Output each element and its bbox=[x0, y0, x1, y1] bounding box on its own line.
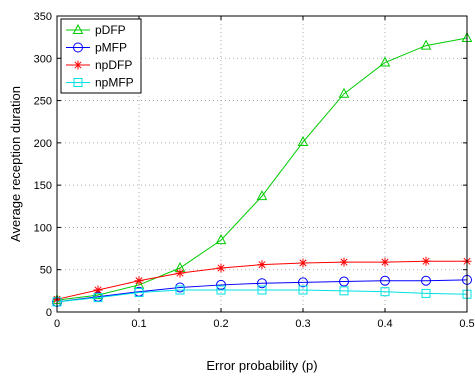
data-point-npdfp bbox=[175, 268, 185, 278]
data-point-npmfp bbox=[134, 288, 144, 298]
series-npmfp bbox=[52, 285, 472, 307]
legend-marker-pdfp bbox=[72, 23, 84, 34]
legend-marker-npmfp bbox=[73, 78, 83, 87]
data-point-pmfp bbox=[339, 276, 349, 287]
data-point-npdfp bbox=[421, 256, 431, 266]
data-point-pmfp bbox=[380, 275, 390, 286]
data-point-pdfp bbox=[420, 39, 432, 50]
series-line-pmfp bbox=[56, 279, 468, 303]
data-point-npdfp bbox=[339, 257, 349, 267]
data-point-npmfp bbox=[421, 288, 431, 298]
data-point-pmfp bbox=[298, 277, 308, 288]
series-line-pdfp bbox=[56, 37, 468, 301]
x-axis-title: Error probability (p) bbox=[206, 358, 317, 373]
data-point-npdfp bbox=[216, 263, 226, 273]
y-tick-label: 350 bbox=[34, 11, 52, 23]
legend: pDFP pMFP npDFP npMFP bbox=[60, 18, 142, 94]
data-point-npmfp bbox=[257, 285, 267, 295]
x-tick-label: 0.1 bbox=[131, 318, 146, 330]
x-tick-label: 0.3 bbox=[295, 318, 310, 330]
legend-item-npmfp: npMFP bbox=[66, 76, 134, 90]
legend-label-pdfp: pDFP bbox=[95, 23, 126, 37]
y-axis-title: Average reception duration bbox=[8, 86, 23, 242]
axis-ticks: 0 0.1 0.2 0.3 0.4 0.5 0 50 100 150 200 250 300 350 bbox=[34, 11, 475, 330]
plot-frame bbox=[56, 15, 468, 313]
data-point-npmfp bbox=[380, 287, 390, 297]
legend-item-pdfp: pDFP bbox=[66, 23, 126, 37]
legend-marker-npdfp bbox=[73, 60, 83, 70]
data-point-npdfp bbox=[257, 260, 267, 270]
legend-label-npdfp: npDFP bbox=[95, 58, 132, 72]
y-tick-label: 100 bbox=[34, 222, 52, 234]
data-point-pmfp bbox=[421, 275, 431, 286]
data-point-npdfp bbox=[298, 258, 308, 268]
legend-item-pmfp: pMFP bbox=[66, 41, 127, 55]
legend-label-pmfp: pMFP bbox=[95, 41, 127, 55]
y-tick-label: 50 bbox=[40, 265, 52, 277]
x-tick-label: 0.2 bbox=[213, 318, 228, 330]
series-line-npmfp bbox=[56, 289, 468, 303]
y-tick-label: 150 bbox=[34, 180, 52, 192]
y-tick-label: 200 bbox=[34, 138, 52, 150]
data-point-pdfp bbox=[338, 87, 350, 98]
y-tick-label: 300 bbox=[34, 53, 52, 65]
x-tick-label: 0 bbox=[54, 318, 60, 330]
data-point-pdfp bbox=[215, 234, 227, 245]
data-point-npmfp bbox=[216, 285, 226, 295]
y-tick-label: 0 bbox=[46, 307, 52, 319]
data-point-pdfp bbox=[297, 135, 309, 147]
legend-label-npmfp: npMFP bbox=[95, 76, 134, 90]
series-layer bbox=[51, 31, 473, 307]
data-point-npdfp bbox=[380, 257, 390, 267]
data-point-pmfp bbox=[216, 279, 226, 290]
x-tick-label: 0.5 bbox=[459, 318, 474, 330]
data-point-pdfp bbox=[379, 56, 391, 67]
x-tick-label: 0.4 bbox=[377, 318, 392, 330]
data-point-npmfp bbox=[339, 286, 349, 296]
data-point-pdfp bbox=[256, 190, 268, 201]
y-tick-label: 250 bbox=[34, 96, 52, 108]
legend-item-npdfp: npDFP bbox=[66, 58, 132, 72]
data-point-npdfp bbox=[93, 285, 103, 295]
data-point-npmfp bbox=[175, 285, 185, 295]
grid-lines bbox=[57, 16, 467, 312]
data-point-npmfp bbox=[93, 293, 103, 303]
data-point-npmfp bbox=[298, 285, 308, 295]
data-point-pmfp bbox=[257, 278, 267, 289]
data-point-pdfp bbox=[92, 289, 104, 300]
legend-marker-pmfp bbox=[73, 42, 83, 53]
data-point-npdfp bbox=[134, 276, 144, 286]
